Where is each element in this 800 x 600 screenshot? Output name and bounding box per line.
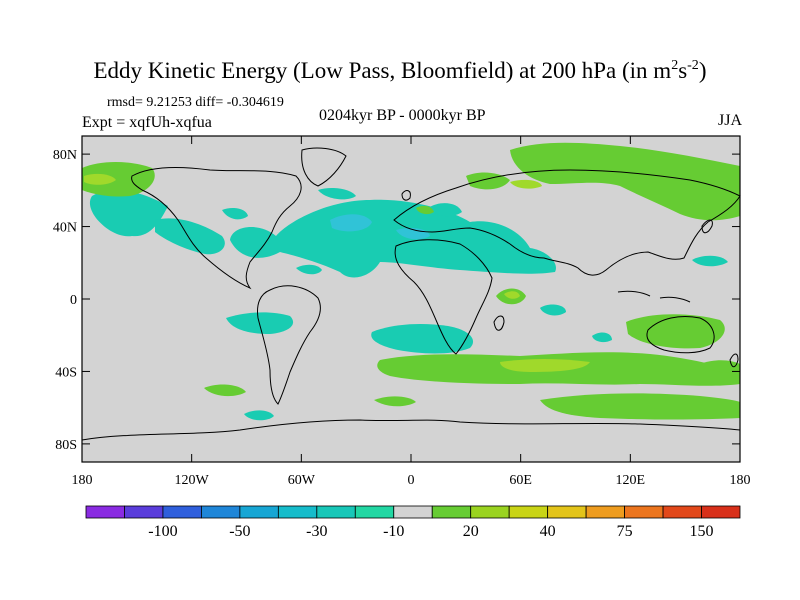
coastline-south-america <box>257 285 321 405</box>
anomaly-core-east-africa <box>504 291 520 299</box>
colorbar-label-40: 40 <box>540 523 556 540</box>
coastlines <box>81 147 741 441</box>
coastline-uk <box>401 190 411 201</box>
lat-label-40S: 40S <box>55 365 77 380</box>
lon-label-0: 0 <box>408 473 415 488</box>
colorbar-box-1 <box>124 505 164 519</box>
coastline-north-america <box>131 167 302 290</box>
colorbar-box-6 <box>316 505 356 519</box>
anomaly-field-southern-atlantic <box>374 396 416 407</box>
colorbar-label-75: 75 <box>617 523 633 540</box>
anomaly-field-labrador <box>318 188 356 200</box>
anomaly-field-south-atlantic <box>371 324 474 354</box>
colorbar-label--50: -50 <box>229 523 250 540</box>
lat-label-0: 0 <box>70 293 77 308</box>
experiment-label: Expt = xqfUh-xqfua <box>82 114 212 131</box>
anomaly-field-indian-ocean <box>540 304 566 316</box>
coastline-new-zealand <box>729 353 739 368</box>
lat-label-80S: 80S <box>55 438 77 453</box>
anomaly-field-central-pacific <box>155 218 225 255</box>
colorbar-box-15 <box>662 505 702 519</box>
anomaly-field-north-africa-small <box>416 205 434 215</box>
lon-label-60E: 60E <box>509 473 532 488</box>
lon-label-120W: 120W <box>175 473 210 488</box>
anomaly-field-tasman <box>700 360 740 373</box>
colorbar: -100 -50 -30 -10 20 40 75 150 <box>85 505 741 540</box>
anomaly-field-south-pacific-east <box>204 384 246 397</box>
colorbar-label--100: -100 <box>148 523 177 540</box>
colorbar-box-9 <box>431 505 472 519</box>
anomaly-field-north-europe <box>428 203 462 217</box>
colorbar-box-3 <box>201 505 241 519</box>
lon-label-180: 180 <box>72 473 93 488</box>
anomaly-fields <box>82 142 740 421</box>
colorbar-box-5 <box>277 505 318 519</box>
statistics-text: rmsd= 9.21253 diff= -0.304619 <box>107 95 284 110</box>
colorbar-box-10 <box>470 505 510 519</box>
lon-label-60W: 60W <box>288 473 316 488</box>
colorbar-box-13 <box>585 505 625 519</box>
anomaly-field-arctic-west <box>82 162 155 197</box>
anomaly-field-west-pacific <box>692 255 728 267</box>
anomaly-field-tropical-east-pacific <box>296 264 322 275</box>
anomaly-field-north-pacific-east <box>222 208 248 220</box>
coastline-madagascar <box>493 315 505 331</box>
colorbar-box-2 <box>162 505 202 519</box>
strong-positive-anomaly-fields <box>84 173 590 372</box>
colorbar-box-12 <box>547 505 587 519</box>
colorbar-label--30: -30 <box>306 523 327 540</box>
anomaly-field-arctic-east <box>510 142 740 221</box>
coastline-indonesia <box>617 290 691 303</box>
coastline-australia <box>646 316 715 354</box>
colorbar-label-20: 20 <box>463 523 479 540</box>
coastline-greenland <box>301 147 347 187</box>
anomaly-field-southern-ocean-west <box>244 410 274 421</box>
colorbar-box-11 <box>508 505 549 519</box>
coastline-japan <box>701 219 713 234</box>
colorbar-box-14 <box>624 505 664 519</box>
period-label: 0204kyr BP - 0000kyr BP <box>319 107 486 124</box>
anomaly-core-siberia <box>510 179 542 189</box>
anomaly-field-antarctic <box>540 393 740 420</box>
lat-label-80N: 80N <box>53 148 77 163</box>
negative-anomaly-fields <box>89 188 728 421</box>
anomaly-field-south-indian <box>592 332 612 343</box>
axis-ticks: 80N 40N 0 40S 80S 180 120W 60W 0 60E 120E 180 <box>53 136 751 488</box>
colorbar-box-7 <box>354 505 395 519</box>
colorbar-box-16 <box>701 505 741 519</box>
coastline-eurasia <box>393 169 741 276</box>
anomaly-field-north-atlantic <box>230 199 556 278</box>
chart-title: Eddy Kinetic Energy (Low Pass, Bloomfiel… <box>93 58 707 83</box>
anomaly-core-north-atlantic <box>330 214 372 232</box>
anomaly-field-north-pacific-west <box>89 190 168 237</box>
colorbar-box-0 <box>85 505 125 519</box>
lon-label-120E: 120E <box>616 473 646 488</box>
anomaly-core-southern-ocean <box>500 359 590 372</box>
season-label: JJA <box>717 112 742 129</box>
lon-label-180: 180 <box>730 473 751 488</box>
anomaly-core-east-atlantic <box>396 228 430 240</box>
colorbar-box-8 <box>393 505 433 519</box>
colorbar-box-4 <box>239 505 279 519</box>
coastline-africa <box>394 239 493 355</box>
colorbar-label-150: 150 <box>690 523 714 540</box>
anomaly-core-arctic-west <box>84 173 116 185</box>
anomaly-field-australia <box>626 314 725 349</box>
strong-negative-anomaly-fields <box>330 214 430 240</box>
lat-label-40N: 40N <box>53 221 77 236</box>
coastline-antarctica <box>81 419 741 441</box>
colorbar-label--10: -10 <box>383 523 404 540</box>
